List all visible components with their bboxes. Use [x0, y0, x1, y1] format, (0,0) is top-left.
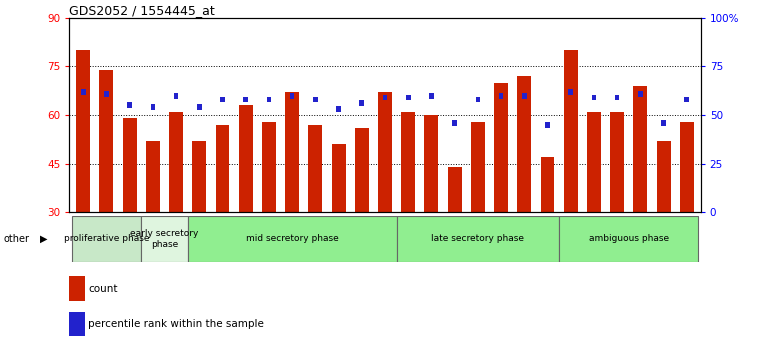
Bar	[262, 121, 276, 212]
Bar	[610, 112, 624, 212]
Bar	[309, 125, 323, 212]
Bar	[192, 141, 206, 212]
Text: GDS2052 / 1554445_at: GDS2052 / 1554445_at	[69, 4, 215, 17]
Bar	[429, 93, 434, 98]
Bar	[216, 125, 229, 212]
Bar	[661, 120, 666, 126]
Bar	[517, 76, 531, 212]
Bar	[406, 95, 410, 101]
Text: percentile rank within the sample: percentile rank within the sample	[89, 319, 264, 329]
Bar	[378, 92, 392, 212]
Bar	[266, 97, 271, 102]
Bar	[355, 128, 369, 212]
Text: ambiguous phase: ambiguous phase	[589, 234, 669, 244]
Text: early secretory
phase: early secretory phase	[130, 229, 199, 249]
Bar	[336, 106, 341, 112]
Bar	[471, 121, 485, 212]
Bar	[522, 93, 527, 98]
Bar	[424, 115, 438, 212]
Bar	[685, 97, 689, 102]
Bar	[401, 112, 415, 212]
Bar	[141, 216, 188, 262]
Bar	[452, 120, 457, 126]
Bar	[188, 216, 397, 262]
Bar	[151, 104, 156, 110]
Bar	[174, 93, 179, 98]
Bar	[591, 95, 596, 101]
Bar	[104, 91, 109, 97]
Bar	[397, 216, 559, 262]
Bar	[447, 167, 461, 212]
Text: late secretory phase: late secretory phase	[431, 234, 524, 244]
Bar	[545, 122, 550, 128]
Bar	[127, 102, 132, 108]
Bar	[559, 216, 698, 262]
Bar	[587, 112, 601, 212]
Bar	[499, 93, 504, 98]
Bar	[243, 97, 248, 102]
Bar	[69, 276, 85, 301]
Bar	[197, 104, 202, 110]
Bar	[680, 121, 694, 212]
Bar	[476, 97, 480, 102]
Bar	[638, 91, 643, 97]
Text: ▶: ▶	[40, 234, 48, 244]
Bar	[285, 92, 299, 212]
Bar	[122, 118, 136, 212]
Bar	[332, 144, 346, 212]
Bar	[564, 50, 578, 212]
Bar	[360, 101, 364, 106]
Bar	[568, 89, 573, 95]
Bar	[169, 112, 183, 212]
Bar	[220, 97, 225, 102]
Bar	[76, 50, 90, 212]
Bar	[313, 97, 318, 102]
Bar	[239, 105, 253, 212]
Bar	[383, 95, 387, 101]
Bar	[634, 86, 648, 212]
Bar	[541, 157, 554, 212]
Bar	[81, 89, 85, 95]
Bar	[657, 141, 671, 212]
Text: other: other	[4, 234, 30, 244]
Text: mid secretory phase: mid secretory phase	[246, 234, 339, 244]
Bar	[99, 70, 113, 212]
Bar	[494, 82, 508, 212]
Bar	[72, 216, 141, 262]
Bar	[614, 95, 619, 101]
Bar	[290, 93, 294, 98]
Bar	[69, 312, 85, 336]
Bar	[146, 141, 160, 212]
Text: count: count	[89, 284, 118, 294]
Text: proliferative phase: proliferative phase	[64, 234, 149, 244]
